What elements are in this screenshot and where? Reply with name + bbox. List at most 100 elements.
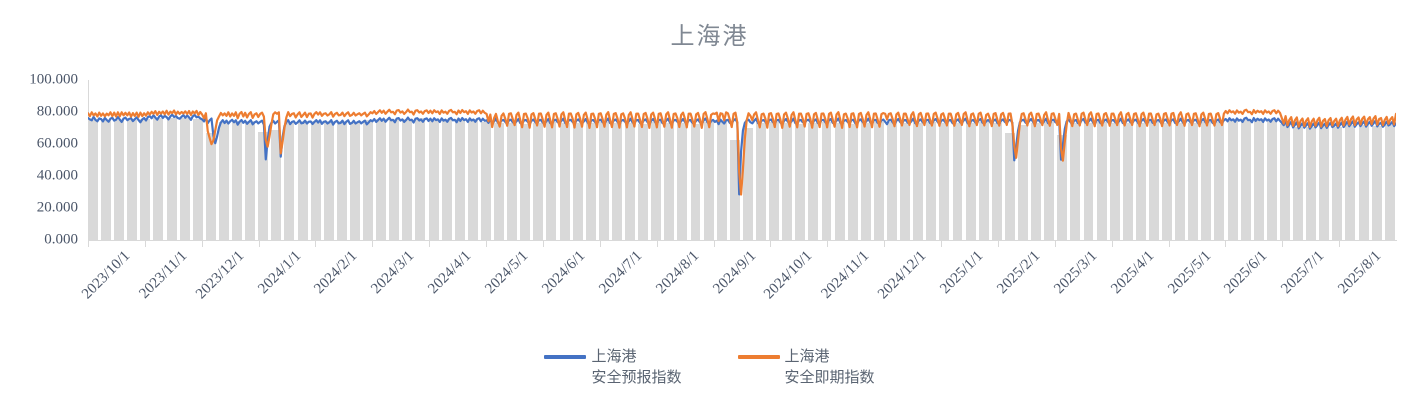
background-bar <box>533 123 544 240</box>
x-major-tick <box>315 241 317 247</box>
x-axis-line <box>88 240 1397 241</box>
x-major-tick <box>1339 241 1341 247</box>
x-major-tick <box>201 241 203 247</box>
background-bar <box>716 121 727 240</box>
background-bar <box>598 122 609 240</box>
background-bar <box>428 119 439 240</box>
background-bar <box>1004 132 1015 240</box>
background-bar <box>376 119 387 240</box>
x-major-tick <box>88 241 89 247</box>
background-bar <box>1279 124 1290 240</box>
background-bar <box>245 121 256 240</box>
background-bar <box>1122 123 1133 240</box>
background-bar <box>1253 118 1264 240</box>
background-bar <box>769 122 780 240</box>
x-major-tick <box>827 241 829 247</box>
legend-label-spot-line1: 上海港 <box>784 347 830 365</box>
background-bar <box>887 122 897 240</box>
background-bar <box>651 122 662 240</box>
legend-swatch-spot <box>737 355 780 359</box>
background-bar <box>1175 123 1186 240</box>
x-tick-label: 2025/4/1 <box>1107 248 1157 298</box>
background-bar <box>664 122 675 240</box>
background-bar <box>952 123 963 240</box>
x-tick-label: 2023/10/1 <box>78 248 134 303</box>
background-bar <box>101 120 112 240</box>
y-tick-label: 40.000 <box>36 167 78 184</box>
background-bar <box>913 123 924 240</box>
background-bar <box>690 123 701 240</box>
background-bar <box>179 118 190 240</box>
x-tick-label: 2024/1/1 <box>254 248 304 298</box>
legend-item-forecast[interactable]: 上海港 安全预报指数 <box>544 346 682 388</box>
x-major-tick <box>486 241 488 247</box>
background-bar <box>1358 124 1369 240</box>
background-bar <box>1096 122 1107 240</box>
background-bar <box>258 131 269 240</box>
background-bar <box>166 117 177 240</box>
background-bar <box>1109 122 1120 240</box>
x-tick-label: 2025/7/1 <box>1278 248 1328 298</box>
background-bar <box>349 121 360 240</box>
x-tick-label: 2024/6/1 <box>539 248 589 298</box>
background-bar <box>297 121 308 240</box>
background-bar <box>441 118 452 240</box>
background-bar <box>873 121 884 240</box>
background-bar <box>1188 123 1199 240</box>
x-tick-label: 2024/9/1 <box>709 248 759 298</box>
background-bar <box>926 121 937 240</box>
x-major-tick <box>1168 241 1170 247</box>
x-tick-label: 2025/8/1 <box>1335 248 1385 298</box>
plot-area <box>88 80 1396 240</box>
legend-swatch-forecast <box>544 355 587 359</box>
background-bar <box>965 123 976 240</box>
background-bar <box>402 119 413 240</box>
background-bars <box>88 80 1396 240</box>
background-bar <box>559 122 570 240</box>
background-bar <box>834 122 845 240</box>
background-bar <box>782 122 793 240</box>
background-bar <box>127 120 138 240</box>
x-tick-label: 2025/5/1 <box>1164 248 1214 298</box>
x-major-tick <box>713 241 715 247</box>
x-tick-label: 2024/2/1 <box>311 248 361 298</box>
background-bar <box>192 118 203 240</box>
y-tick-label: 80.000 <box>36 103 78 120</box>
background-bar <box>1135 123 1146 240</box>
background-bar <box>1018 125 1028 240</box>
chart-title: 上海港 <box>670 22 749 50</box>
background-bar <box>1227 119 1238 240</box>
background-bar <box>480 121 491 240</box>
series-lines <box>88 80 1396 240</box>
background-bar <box>821 122 832 240</box>
background-bar <box>232 121 243 240</box>
x-major-tick <box>1225 241 1227 247</box>
background-bar <box>205 132 216 240</box>
legend-label-spot: 上海港 安全即期指数 <box>785 346 875 388</box>
background-bar <box>140 119 151 240</box>
background-bar <box>271 129 282 240</box>
background-bar <box>900 123 911 240</box>
y-tick-label: 100.000 <box>29 71 78 88</box>
background-bar <box>756 123 766 240</box>
background-bar <box>1240 119 1251 240</box>
legend-item-spot[interactable]: 上海港 安全即期指数 <box>737 346 875 388</box>
background-bar <box>454 118 465 240</box>
y-axis: 100.000 80.000 60.000 40.000 20.000 0.000 <box>0 0 84 416</box>
background-bar <box>507 122 518 240</box>
background-bar <box>218 121 229 240</box>
x-major-tick <box>1111 241 1113 247</box>
x-major-tick <box>1054 241 1056 247</box>
background-bar <box>860 123 871 240</box>
background-bar <box>1201 122 1212 240</box>
background-bar <box>1293 126 1304 240</box>
series-line-spot <box>88 110 1396 195</box>
y-tick-label: 60.000 <box>36 135 78 152</box>
x-major-tick <box>372 241 374 247</box>
x-major-tick <box>429 241 431 247</box>
x-major-tick <box>997 241 999 247</box>
background-bar <box>323 121 334 240</box>
background-bar <box>703 121 714 240</box>
background-bar <box>795 123 806 240</box>
